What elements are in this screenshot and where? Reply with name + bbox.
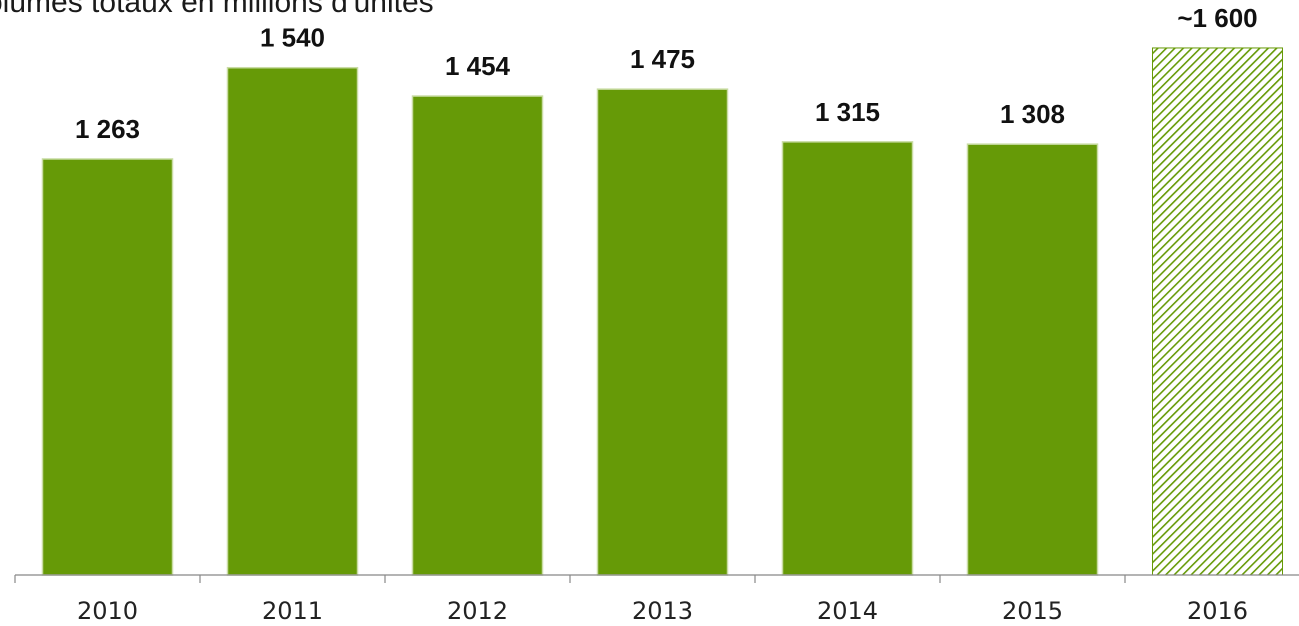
bar-2014	[781, 141, 914, 576]
bar-2010	[41, 158, 174, 576]
bar-2016	[1152, 47, 1283, 576]
chart-title: olumes totaux en millions d'unités	[0, 0, 434, 19]
value-label-2014: 1 315	[815, 97, 880, 127]
bar-2013	[596, 88, 729, 576]
value-labels-layer: 1 263 2010 1 540 2011 1 454 2012 1 475 2013 1 31…	[75, 3, 1258, 625]
bar-2015	[966, 143, 1099, 576]
value-label-2011: 1 540	[260, 23, 325, 53]
x-tick-label-2010: 2010	[77, 597, 138, 625]
x-tick-label-2016: 2016	[1187, 597, 1248, 625]
bar-2012	[411, 95, 544, 576]
bars-layer	[41, 47, 1283, 576]
x-tick-label-2013: 2013	[632, 597, 693, 625]
x-tick-label-2014: 2014	[817, 597, 878, 625]
value-label-2015: 1 308	[1000, 99, 1065, 129]
value-label-2016: ~1 600	[1177, 3, 1257, 33]
x-tick-label-2011: 2011	[262, 597, 323, 625]
value-label-2010: 1 263	[75, 114, 140, 144]
value-label-2012: 1 454	[445, 51, 511, 81]
value-label-2013: 1 475	[630, 44, 695, 74]
x-tick-label-2012: 2012	[447, 597, 508, 625]
x-axis	[14, 574, 1299, 583]
bar-2011	[226, 66, 359, 576]
x-tick-label-2015: 2015	[1002, 597, 1063, 625]
